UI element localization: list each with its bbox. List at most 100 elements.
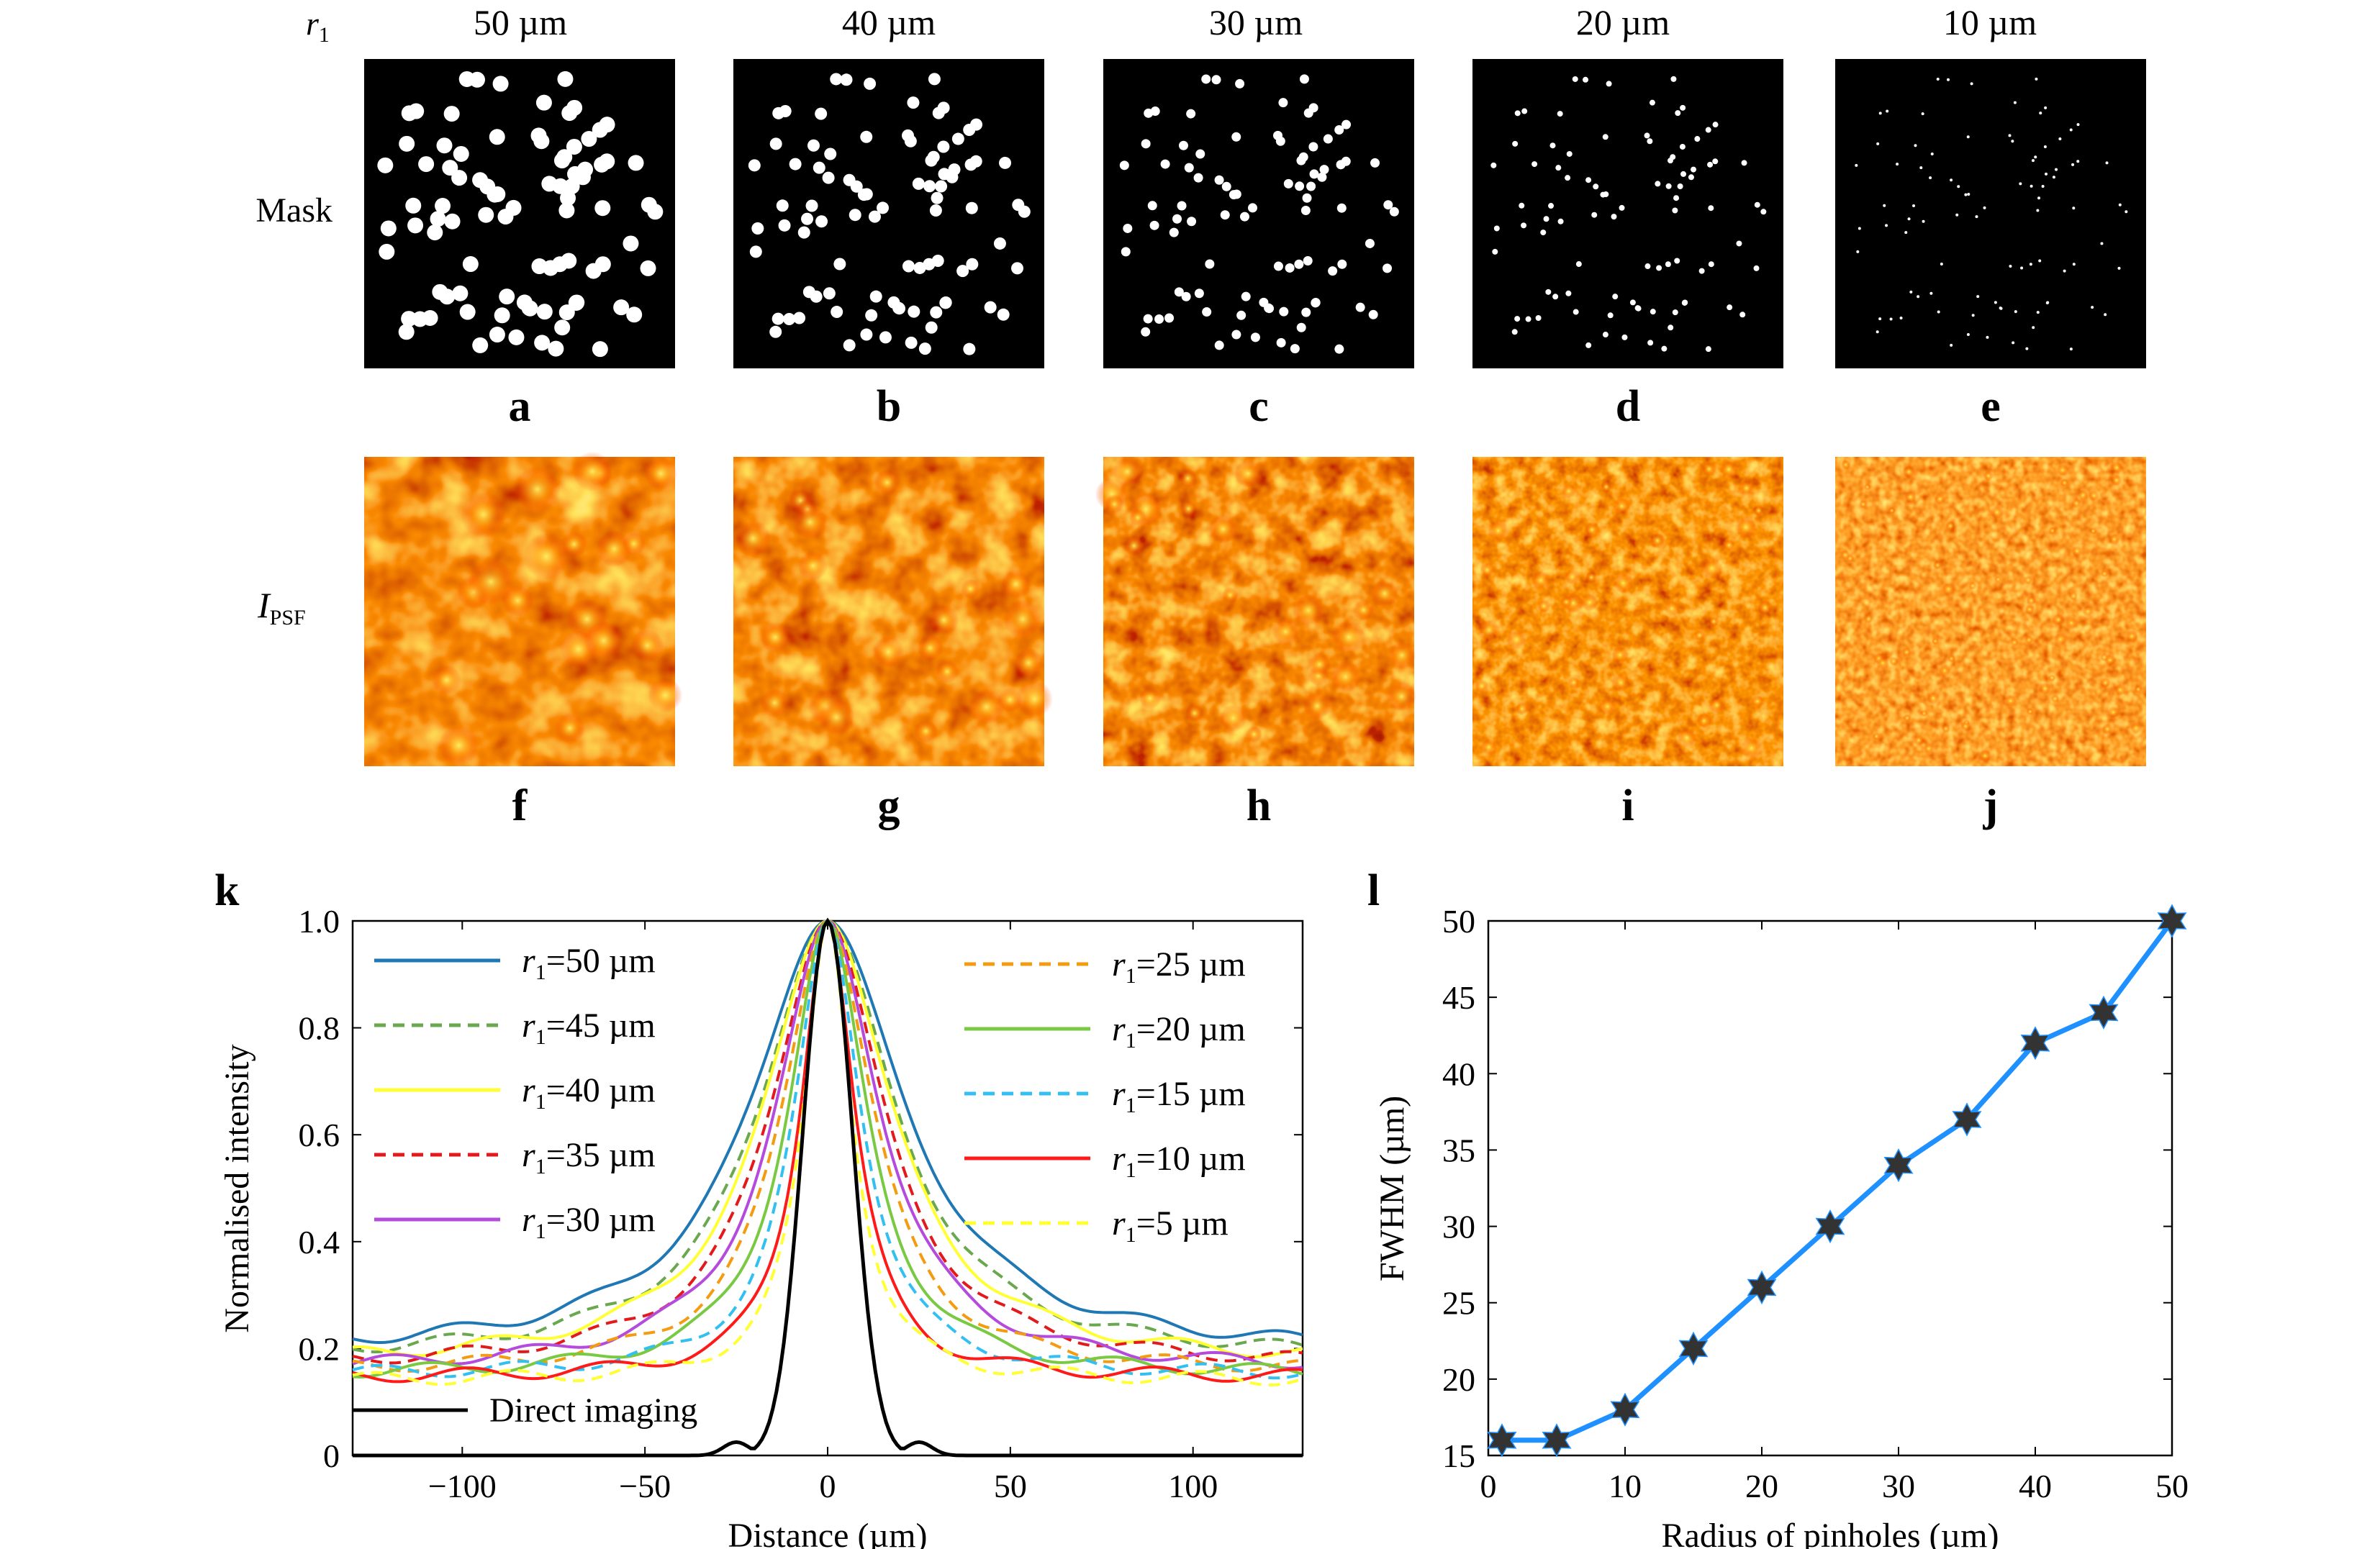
pinhole-dot [1682,299,1688,306]
pinhole-dot [1621,334,1628,340]
pinhole-dot [1936,77,1940,81]
pinhole-dot [1611,214,1617,220]
pinhole-dot [966,258,979,271]
pinhole-dot [1712,158,1719,165]
pinhole-dot [864,77,877,90]
pinhole-dot [1878,317,1882,321]
speckle-highlight [1611,646,1629,663]
legend-label: r1=5 µm [1112,1204,1229,1247]
pinhole-dot [554,319,571,336]
pinhole-dot [2069,347,2073,351]
pinhole-dot [902,129,915,142]
pinhole-dot [1195,149,1205,159]
y-tick-label: 0.6 [299,1117,340,1153]
speckle-highlight [1601,481,1612,493]
pinhole-dot [2117,266,2121,270]
pinhole-dot [1337,259,1347,269]
pinhole-dot [1885,224,1888,227]
pinhole-dot [1177,201,1187,211]
speckle-highlight [1178,469,1198,488]
pinhole-dot [1575,261,1582,268]
speckle-highlight [1292,594,1325,627]
speckle-highlight [1219,704,1247,732]
pinhole-dot [1754,201,1760,208]
fwhm-point [2020,1026,2050,1060]
pinhole-dot [927,150,940,163]
fwhm-point [1542,1423,1572,1458]
speckle-highlight [1945,521,1955,531]
chart-k-xlabel: Distance (µm) [728,1517,928,1549]
pinhole-dot [2045,172,2048,176]
pinhole-dot [1172,214,1182,224]
speckle-highlight [2100,570,2109,578]
pinhole-dot [1181,291,1191,301]
pinhole-dot [1753,265,1760,271]
speckle-highlight [1927,691,1940,704]
speckle-highlight [1303,692,1331,720]
speckle-highlight [1841,460,1851,470]
speckle-highlight [1751,695,1764,708]
speckle-highlight [872,636,905,668]
pinhole-dot [560,190,576,206]
pinhole-dot [1119,160,1129,171]
pinhole-dot [833,258,846,271]
chart-l-ylabel: FWHM (µm) [1373,1096,1411,1281]
speckle-highlight [1702,462,1716,476]
pinhole-dot [879,331,892,344]
pinhole-dot [2046,301,2050,304]
pinhole-dot [1708,261,1714,268]
pinhole-dot [451,170,468,186]
pinhole-dot [585,263,602,279]
y-tick-label: 50 [1442,903,1475,940]
speckle-highlight [1901,647,1911,658]
pinhole-dot [912,177,925,190]
pinhole-dot [1736,240,1742,247]
speckle-highlight [1128,509,1146,527]
speckle-highlight [2060,478,2069,487]
pinhole-dot [1231,330,1241,340]
row-label-mask: Mask [255,191,332,230]
pinhole-dot [1566,150,1573,157]
pinhole-dot [1178,140,1188,150]
pinhole-dot [1239,212,1249,222]
pinhole-dot [2034,155,2037,159]
pinhole-dot [1214,340,1224,350]
speckle-highlight [2026,596,2036,606]
pinhole-dot [1164,313,1175,323]
pinhole-dot [923,180,936,193]
pinhole-dot [1983,206,1986,209]
pinhole-dot [840,73,853,86]
pinhole-dot [1201,74,1211,84]
speckle-highlight [1584,522,1600,538]
pinhole-dot [2091,306,2094,309]
pinhole-dot [594,156,610,173]
speckle-highlight [1015,680,1053,717]
speckle-highlight [2089,490,2099,501]
pinhole-dot [843,339,856,352]
pinhole-dot [1612,294,1619,300]
pinhole-dot [1299,74,1309,84]
pinhole-dot [2118,203,2122,206]
panel-letter-h: h [1246,781,1271,830]
pinhole-dot [1647,138,1653,145]
pinhole-dot [1302,193,1312,203]
pinhole-dot [569,294,585,311]
speckle-highlight [1696,713,1712,729]
pinhole-dot [1521,222,1527,229]
pinhole-dot [772,312,784,325]
pinhole-dot [1668,324,1674,331]
pinhole-dot [1607,312,1614,319]
speckle-highlight [1112,456,1143,488]
pinhole-dot [1141,327,1151,337]
pinhole-dot [2044,106,2048,109]
speckle-highlight [1941,724,1950,733]
speckle-highlight [2054,632,2067,646]
pinhole-dot [1999,306,2003,310]
speckle-highlight [1904,491,1917,504]
pinhole-dot [530,127,547,144]
panel-letter-g: g [878,781,900,830]
pinhole-dot [965,201,978,214]
pinhole-dot [1619,204,1625,211]
speckle-highlight [1371,580,1398,607]
speckle-highlight [793,505,828,540]
